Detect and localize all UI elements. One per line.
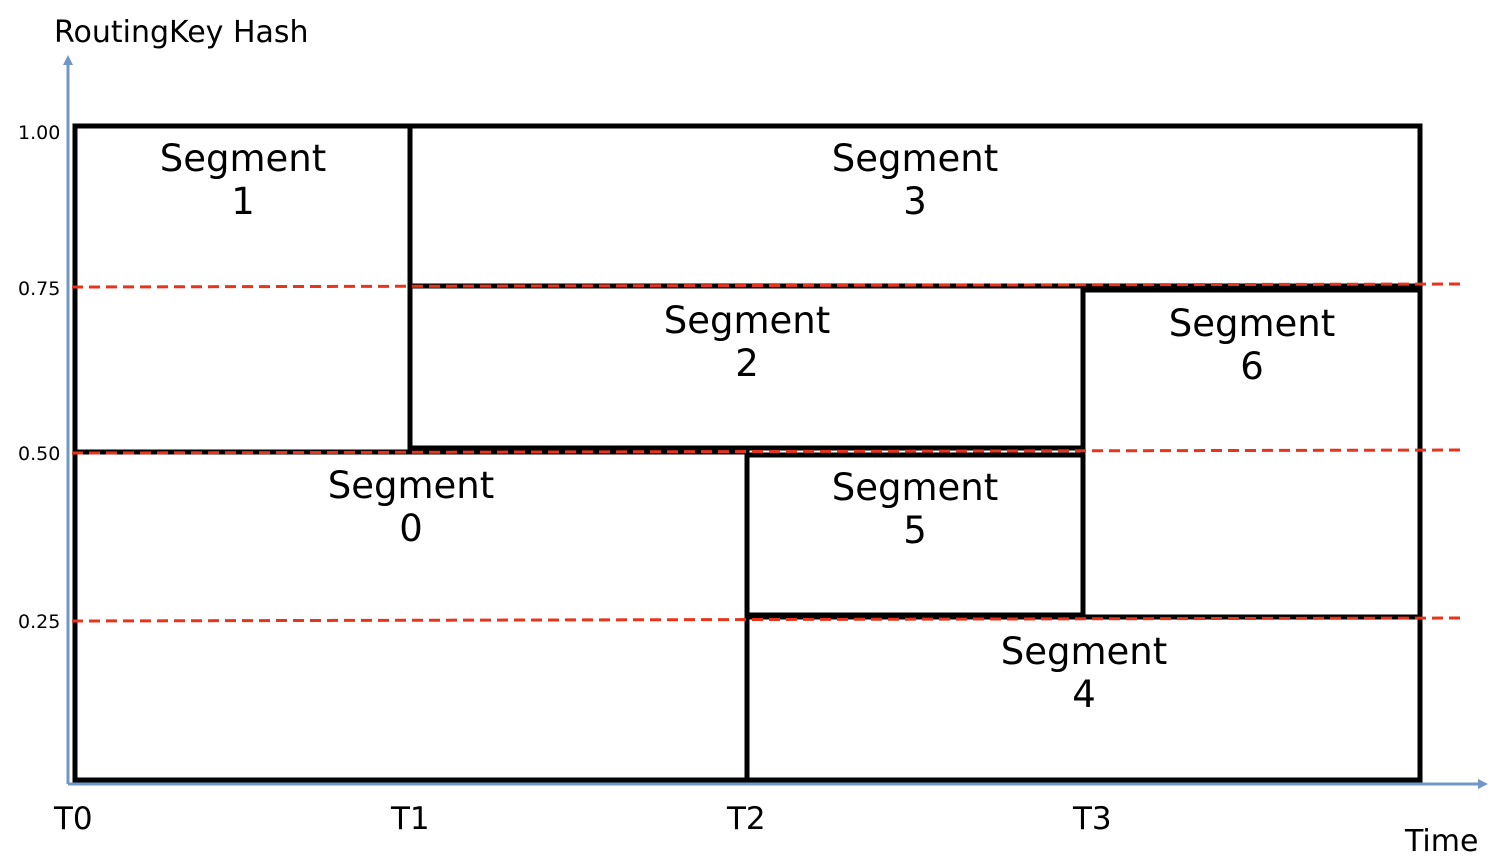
x-tick-label: T2 [726,801,766,837]
segment-1-number: 1 [231,180,255,223]
segment-4-number: 4 [1072,673,1096,716]
segment-4-label: Segment [1001,630,1168,673]
x-axis-title: Time [1404,824,1478,859]
split-line-075 [71,282,1463,289]
segment-1-label: Segment [160,137,327,180]
hash-split-lines [71,282,1463,623]
segment-3-label: Segment [832,137,999,180]
segment-3-number: 3 [903,180,927,223]
x-tick-label: T0 [53,801,93,837]
segment-5-label: Segment [832,466,999,509]
x-tick-label: T3 [1072,801,1112,837]
y-tick-label: 0.75 [18,278,60,300]
x-tick-label: T1 [390,801,430,837]
segment-5-number: 5 [903,509,927,552]
segment-2-number: 2 [735,342,759,385]
segment-2-label: Segment [664,299,831,342]
segment-0-label: Segment [328,464,495,507]
split-line-025 [71,616,1463,623]
segment-4-box [744,614,1423,783]
y-tick-label: 0.50 [18,443,60,465]
y-tick-label: 1.00 [18,122,60,144]
segment-0-number: 0 [399,507,423,550]
segment-6-number: 6 [1240,345,1264,388]
segment-6-label: Segment [1169,302,1336,345]
split-line-050 [71,448,1463,455]
y-tick-label: 0.25 [18,611,60,633]
y-axis-title: RoutingKey Hash [54,15,309,50]
